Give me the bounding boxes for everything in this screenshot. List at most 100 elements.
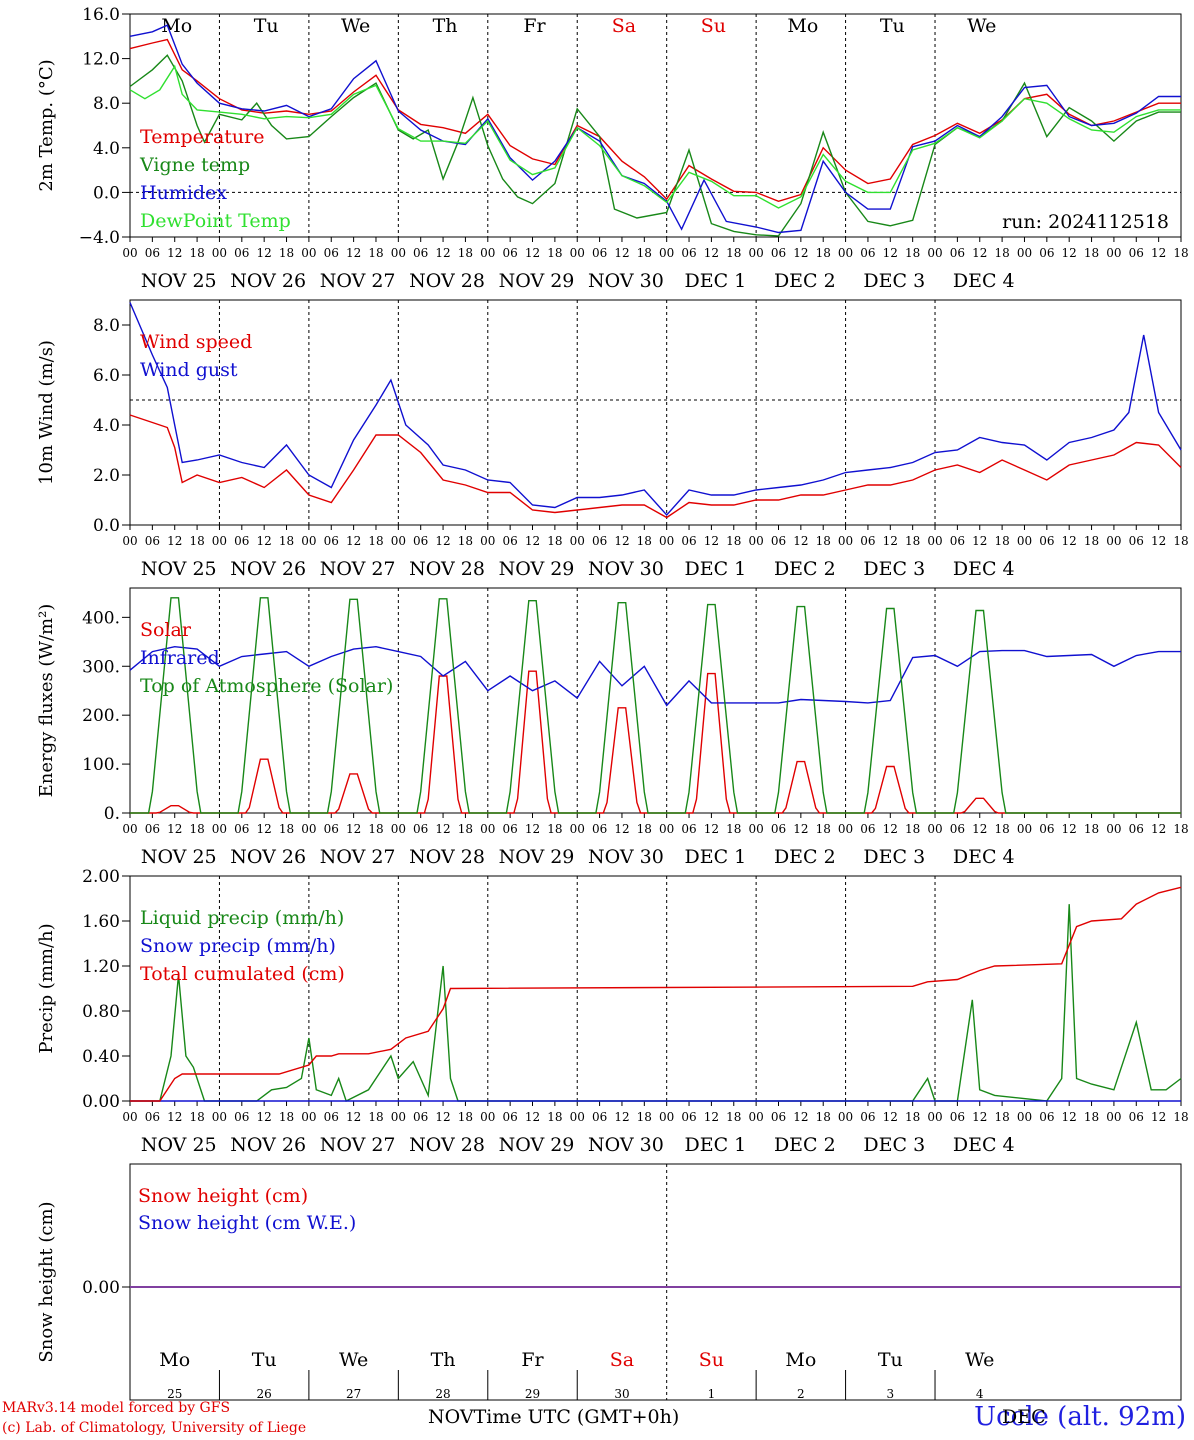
hour-label: 12 bbox=[1062, 534, 1077, 548]
hour-label: 18 bbox=[637, 246, 652, 260]
hour-label: 18 bbox=[905, 246, 920, 260]
run-annotation: run: 2024112518 bbox=[1002, 211, 1169, 233]
hour-label: 06 bbox=[503, 822, 518, 836]
copyright-credit: (c) Lab. of Climatology, University of L… bbox=[2, 1420, 307, 1436]
hour-label: 06 bbox=[950, 246, 965, 260]
day-name: We bbox=[965, 1349, 994, 1371]
hour-label: 18 bbox=[816, 246, 831, 260]
date-label: NOV 30 bbox=[588, 846, 664, 868]
hour-label: 18 bbox=[368, 822, 383, 836]
hour-label: 00 bbox=[212, 246, 227, 260]
date-label: NOV 25 bbox=[141, 558, 217, 580]
hour-label: 18 bbox=[726, 246, 741, 260]
hour-label: 00 bbox=[1017, 1110, 1032, 1124]
hour-label: 18 bbox=[458, 1110, 473, 1124]
panel-frame bbox=[129, 299, 1182, 526]
date-label: DEC 1 bbox=[685, 558, 747, 580]
hour-label: 18 bbox=[279, 822, 294, 836]
series-line-infrared bbox=[129, 645, 1181, 707]
time-label: Time UTC (GMT+0h) bbox=[473, 1406, 680, 1428]
y-tick-label: 4.0 bbox=[93, 139, 120, 159]
hour-label: 12 bbox=[793, 534, 808, 548]
date-label: NOV 26 bbox=[230, 558, 306, 580]
hour-label: 12 bbox=[525, 1110, 540, 1124]
hour-label: 00 bbox=[927, 1110, 942, 1124]
date-label: NOV 26 bbox=[230, 270, 306, 292]
legend-entry: Infrared bbox=[140, 647, 220, 669]
hour-label: 18 bbox=[547, 246, 562, 260]
series-line-vigne-temp bbox=[129, 54, 1181, 237]
hour-label: 00 bbox=[748, 246, 763, 260]
hour-label: 12 bbox=[614, 822, 629, 836]
hour-label: 06 bbox=[771, 534, 786, 548]
hour-label: 18 bbox=[547, 534, 562, 548]
hour-label: 12 bbox=[793, 246, 808, 260]
series-line-dewpoint-temp bbox=[129, 64, 1181, 209]
hour-label: 06 bbox=[681, 534, 696, 548]
panel-frame bbox=[129, 1163, 1182, 1401]
hour-label: 06 bbox=[1039, 534, 1054, 548]
hour-label: 12 bbox=[883, 246, 898, 260]
date-label: DEC 2 bbox=[774, 1134, 836, 1156]
legend-entry: Vigne temp bbox=[139, 154, 250, 176]
date-label: DEC 2 bbox=[774, 558, 836, 580]
hour-label: 06 bbox=[950, 822, 965, 836]
legend-entry: Top of Atmosphere (Solar) bbox=[140, 675, 393, 697]
date-number: 29 bbox=[525, 1387, 540, 1401]
date-label: NOV 29 bbox=[499, 1134, 575, 1156]
hour-label: 06 bbox=[145, 1110, 160, 1124]
hour-label: 00 bbox=[1017, 822, 1032, 836]
day-name: Tu bbox=[880, 15, 905, 37]
hour-label: 06 bbox=[1039, 1110, 1054, 1124]
hour-label: 18 bbox=[547, 822, 562, 836]
hour-label: 06 bbox=[413, 1110, 428, 1124]
date-label: NOV 25 bbox=[141, 1134, 217, 1156]
hour-label: 06 bbox=[145, 534, 160, 548]
hour-label: 06 bbox=[592, 1110, 607, 1124]
hour-label: 12 bbox=[257, 1110, 272, 1124]
legend-entry: Humidex bbox=[140, 182, 227, 204]
hour-label: 12 bbox=[435, 1110, 450, 1124]
y-tick-label: 1.20 bbox=[82, 957, 120, 977]
hour-label: 06 bbox=[503, 1110, 518, 1124]
hour-label: 06 bbox=[503, 534, 518, 548]
hour-label: 00 bbox=[1017, 246, 1032, 260]
hour-label: 00 bbox=[748, 1110, 763, 1124]
series-line-total-cumulated-cm- bbox=[130, 886, 1182, 1102]
hour-label: 18 bbox=[1084, 1110, 1099, 1124]
y-tick-label: 1.60 bbox=[82, 912, 120, 932]
y-tick-label: 400. bbox=[82, 608, 120, 628]
hour-label: 18 bbox=[905, 1110, 920, 1124]
hour-label: 00 bbox=[212, 822, 227, 836]
y-tick-label: 100. bbox=[82, 755, 120, 775]
hour-label: 12 bbox=[972, 822, 987, 836]
series-line-wind-gust bbox=[129, 302, 1182, 517]
day-name: We bbox=[967, 15, 996, 37]
hour-label: 12 bbox=[346, 534, 361, 548]
date-label: NOV 28 bbox=[409, 846, 485, 868]
y-tick-label: 16.0 bbox=[82, 5, 120, 25]
legend-entry: Solar bbox=[140, 619, 192, 641]
hour-label: 06 bbox=[592, 822, 607, 836]
hour-label: 12 bbox=[525, 822, 540, 836]
date-label: NOV 28 bbox=[409, 558, 485, 580]
hour-label: 12 bbox=[1151, 246, 1166, 260]
panel-frame bbox=[129, 587, 1182, 814]
hour-label: 00 bbox=[838, 246, 853, 260]
day-name: Tu bbox=[254, 15, 279, 37]
hour-label: 06 bbox=[860, 1110, 875, 1124]
hour-label: 00 bbox=[570, 534, 585, 548]
hour-label: 00 bbox=[838, 1110, 853, 1124]
hour-label: 12 bbox=[167, 246, 182, 260]
hour-label: 00 bbox=[301, 1110, 316, 1124]
hour-label: 00 bbox=[1106, 246, 1121, 260]
hour-label: 18 bbox=[189, 822, 204, 836]
hour-label: 18 bbox=[1173, 1110, 1188, 1124]
hour-label: 12 bbox=[257, 246, 272, 260]
date-label: NOV 27 bbox=[320, 846, 396, 868]
hour-label: 12 bbox=[346, 1110, 361, 1124]
hour-label: 00 bbox=[391, 246, 406, 260]
hour-label: 06 bbox=[592, 534, 607, 548]
hour-label: 12 bbox=[704, 1110, 719, 1124]
hour-label: 18 bbox=[816, 1110, 831, 1124]
